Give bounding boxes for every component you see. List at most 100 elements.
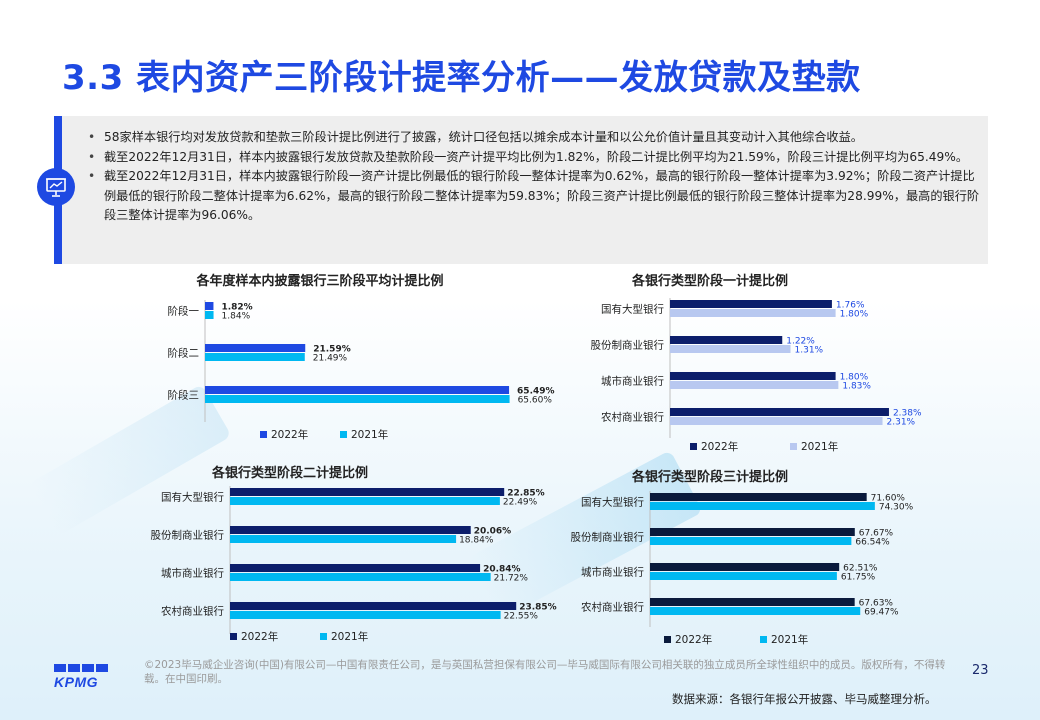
bar [670,345,791,353]
category-label: 农村商业银行 [161,605,224,618]
bar [650,563,840,571]
data-label: 21.49% [313,354,348,364]
data-label: 1.22% [786,337,815,347]
category-label: 国有大型银行 [581,496,644,509]
data-label: 22.49% [503,498,538,508]
legend-swatch [340,431,347,438]
bar [650,572,837,580]
legend-swatch [260,431,267,438]
bar [230,611,501,619]
data-label: 21.59% [313,345,351,355]
legend-label: 2021年 [801,440,838,453]
bar [230,535,457,543]
data-label: 67.67% [859,529,894,539]
chart-stage-average: 阶段一 1.82% 1.84% 阶段二 21.59% 21.49% 阶段三 65.49% 65.… [130,296,555,454]
bar [650,502,875,510]
data-label: 1.80% [840,310,869,320]
data-source: 数据来源：各银行年报公开披露、毕马威整理分析。 [672,692,937,706]
bar [670,300,832,308]
chart-stage2-by-type-svg: 国有大型银行 22.85%22.49% 股份制商业银行 20.06%18.84% 城市商… [151,486,557,643]
category-label: 国有大型银行 [601,303,664,316]
legend-label: 2022年 [271,428,308,441]
category-label: 城市商业银行 [601,375,664,388]
bar [670,381,839,389]
bar [670,408,889,416]
data-label: 18.84% [459,536,494,546]
legend-swatch [690,443,697,450]
bar [205,395,510,403]
data-label: 1.76% [836,301,865,311]
bar [205,344,306,352]
bar [650,607,861,615]
category-label: 阶段一 [168,305,200,318]
data-label: 65.49% [517,387,555,397]
kpmg-logo-text: KPMG [54,674,98,690]
legend-swatch [320,633,327,640]
data-label: 62.51% [843,564,878,574]
bar [670,417,883,425]
legend-swatch [664,636,671,643]
kpmg-logo: KPMG [54,664,110,690]
data-label: 2.38% [893,409,922,419]
category-label: 城市商业银行 [161,567,224,580]
legend-label: 2021年 [771,633,808,646]
data-label: 23.85% [519,603,557,613]
category-label: 城市商业银行 [581,566,644,579]
bar [230,488,505,496]
bar [670,336,783,344]
chart-stage2-by-type: 国有大型银行 22.85% 22.49% 股份制商业银行 20.06% 18.84% 城市商… [130,484,557,656]
data-label: 66.54% [855,538,890,548]
data-label: 1.82% [221,303,252,313]
category-label: 农村商业银行 [581,601,644,614]
bar [650,528,855,536]
category-label: 股份制商业银行 [571,531,645,544]
summary-item: 截至2022年12月31日，样本内披露银行发放贷款及垫款阶段一资产计提平均比例为… [84,148,980,168]
bar [205,386,510,394]
category-label: 股份制商业银行 [151,529,225,542]
chart-stage3-by-type: 国有大型银行 71.60% 74.30% 股份制商业银行 67.67% 66.54% 城市商… [560,489,960,657]
summary-item: 58家样本银行均对发放贷款和垫款三阶段计提比例进行了披露，统计口径包括以摊余成本… [84,128,980,148]
data-label: 21.72% [494,574,529,584]
legend-label: 2022年 [675,633,712,646]
summary-item: 截至2022年12月31日，样本内披露银行阶段一资产计提比例最低的银行阶段一整体… [84,167,980,226]
data-label: 1.31% [795,346,824,356]
data-label: 65.60% [518,396,553,406]
bar [670,309,836,317]
chart-title: 各银行类型阶段一计提比例 [631,274,788,289]
legend-label: 2021年 [331,630,368,643]
page-number: 23 [972,663,989,678]
chart-title: 各年度样本内披露银行三阶段平均计提比例 [196,274,444,289]
legend-label: 2021年 [351,428,388,441]
legend-swatch [760,636,767,643]
chart-stage1-by-type-svg: 国有大型银行 1.76%1.80%股份制商业银行 1.22%1.31%城市商业银行 1… [591,298,922,453]
category-label: 阶段三 [168,389,200,402]
data-label: 22.85% [507,489,545,499]
data-label: 2.31% [887,418,916,428]
legend-label: 2022年 [241,630,278,643]
bar [205,353,305,361]
category-label: 阶段二 [168,347,200,360]
category-label: 国有大型银行 [161,491,224,504]
bar [230,526,471,534]
summary-list: 58家样本银行均对发放贷款和垫款三阶段计提比例进行了披露，统计口径包括以摊余成本… [84,128,980,226]
page-title: 3.3 表内资产三阶段计提率分析——发放贷款及垫款 [62,58,861,98]
data-label: 20.84% [483,565,520,575]
legend-swatch [230,633,237,640]
data-label: 61.75% [841,573,876,583]
kpmg-logo-blocks [54,664,110,672]
bar [205,311,214,319]
bar [670,372,836,380]
bar [230,564,481,572]
chart-title: 各银行类型阶段二计提比例 [211,466,368,481]
bar [650,493,867,501]
data-label: 71.60% [871,494,906,504]
chart-stage1-by-type: 国有大型银行 1.76% 1.80% 股份制商业银行 1.22% 1.31% 城市商业银行 1… [560,294,960,460]
bar [230,602,517,610]
bar [205,302,214,310]
chart-stage-average-svg: 阶段一 1.82%1.84% 阶段二 21.59%21.49% 阶段三 65.49%65.… [168,300,555,441]
copyright-notice: ©2023毕马威企业咨询(中国)有限公司—中国有限责任公司，是与英国私营担保有限… [144,659,946,685]
bar [230,497,500,505]
data-label: 1.83% [842,382,871,392]
bar [650,537,852,545]
data-label: 1.84% [222,312,251,322]
